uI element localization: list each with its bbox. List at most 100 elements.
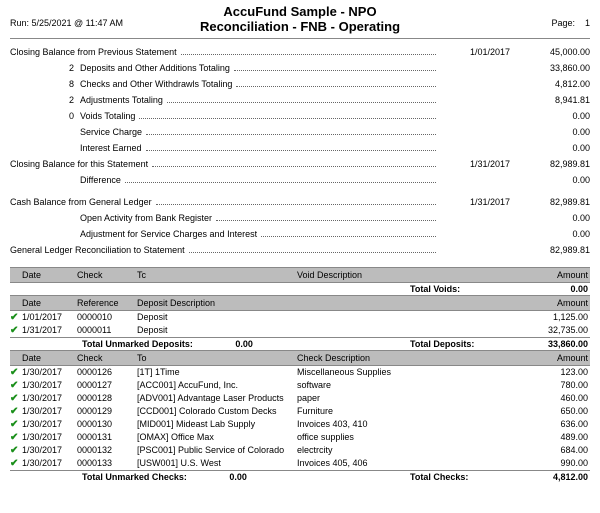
col-date: Date (22, 353, 77, 363)
summary-label: Cash Balance from General Ledger (10, 197, 152, 207)
deposit-row: ✔1/01/20170000010Deposit1,125.00 (10, 311, 590, 324)
cell-description: paper (297, 393, 520, 404)
cell-description: Deposit (137, 325, 520, 336)
cell-check: 0000131 (77, 432, 137, 443)
cell-amount: 990.00 (520, 458, 590, 469)
summary-label: Adjustment for Service Charges and Inter… (80, 229, 257, 239)
summary-amount: 0.00 (510, 127, 590, 137)
summary-date: 1/31/2017 (440, 159, 510, 169)
col-tc: Tc (137, 270, 297, 280)
voids-header: Date Check Tc Void Description Amount (10, 267, 590, 283)
page-number: 1 (585, 18, 590, 28)
leader-dots (146, 134, 436, 135)
cell-to: [ACC001] AccuFund, Inc. (137, 380, 297, 391)
deposits-unmarked-label: Total Unmarked Deposits: (82, 339, 193, 349)
col-check: Check (77, 353, 137, 363)
cell-check: 0000127 (77, 380, 137, 391)
summary-label: Closing Balance for this Statement (10, 159, 148, 169)
col-amount: Amount (520, 353, 590, 363)
cell-description: Deposit (137, 312, 520, 323)
col-deposit-desc: Deposit Description (137, 298, 520, 308)
summary-row: Adjustment for Service Charges and Inter… (10, 229, 590, 245)
summary-label: Adjustments Totaling (80, 95, 163, 105)
voids-total-value: 0.00 (520, 284, 590, 294)
cell-amount: 460.00 (520, 393, 590, 404)
leader-dots (236, 86, 436, 87)
cell-reference: 0000010 (77, 312, 137, 323)
summary-date: 1/31/2017 (440, 197, 510, 207)
cell-date: 1/31/2017 (22, 325, 77, 336)
deposits-total-value: 33,860.00 (520, 339, 590, 349)
cell-check: 0000126 (77, 367, 137, 378)
deposits-total-label: Total Deposits: (410, 339, 520, 349)
checks-total-value: 4,812.00 (520, 472, 590, 482)
summary-date: 1/01/2017 (440, 47, 510, 57)
leader-dots (216, 220, 436, 221)
leader-dots (234, 70, 436, 71)
cell-amount: 123.00 (520, 367, 590, 378)
deposits-total-row: Total Unmarked Deposits: 0.00 Total Depo… (10, 337, 590, 350)
summary-label: General Ledger Reconciliation to Stateme… (10, 245, 185, 255)
col-reference: Reference (77, 298, 137, 308)
summary-amount: 45,000.00 (510, 47, 590, 57)
summary-amount: 0.00 (510, 143, 590, 153)
summary-amount: 82,989.81 (510, 159, 590, 169)
cell-reference: 0000011 (77, 325, 137, 336)
summary-row: Service Charge0.00 (10, 127, 590, 143)
cell-to: [MID001] Mideast Lab Supply (137, 419, 297, 430)
summary-row: Closing Balance from Previous Statement1… (10, 47, 590, 63)
voids-total-label: Total Voids: (410, 284, 520, 294)
cell-check: 0000129 (77, 406, 137, 417)
deposits-header: Date Reference Deposit Description Amoun… (10, 295, 590, 311)
cell-to: [1T] 1Time (137, 367, 297, 378)
check-mark-icon: ✔ (10, 325, 22, 336)
leader-dots (156, 204, 436, 205)
cell-amount: 489.00 (520, 432, 590, 443)
summary-amount: 33,860.00 (510, 63, 590, 73)
check-mark-icon: ✔ (10, 432, 22, 443)
cell-description: Invoices 405, 406 (297, 458, 520, 469)
checks-total-label: Total Checks: (410, 472, 520, 482)
page-indicator: Page: 1 (551, 18, 590, 28)
col-date: Date (22, 298, 77, 308)
cell-date: 1/30/2017 (22, 458, 77, 469)
checks-total-row: Total Unmarked Checks: 0.00 Total Checks… (10, 470, 590, 483)
check-row: ✔1/30/20170000130[MID001] Mideast Lab Su… (10, 418, 590, 431)
checks-header: Date Check To Check Description Amount (10, 350, 590, 366)
cell-date: 1/01/2017 (22, 312, 77, 323)
summary-amount: 0.00 (510, 111, 590, 121)
summary-count: 0 (10, 111, 80, 121)
summary-count: 2 (10, 95, 80, 105)
deposits-unmarked-value: 0.00 (193, 339, 253, 349)
summary-row: Difference0.00 (10, 175, 590, 191)
cell-date: 1/30/2017 (22, 419, 77, 430)
leader-dots (152, 166, 436, 167)
cell-amount: 684.00 (520, 445, 590, 456)
leader-dots (181, 54, 436, 55)
cell-to: [PSC001] Public Service of Colorado (137, 445, 297, 456)
summary-amount: 8,941.81 (510, 95, 590, 105)
summary-row: 8Checks and Other Withdrawls Totaling4,8… (10, 79, 590, 95)
summary-row: 2Deposits and Other Additions Totaling33… (10, 63, 590, 79)
check-row: ✔1/30/20170000127[ACC001] AccuFund, Inc.… (10, 379, 590, 392)
summary-amount: 0.00 (510, 229, 590, 239)
cell-date: 1/30/2017 (22, 393, 77, 404)
summary-label: Voids Totaling (80, 111, 135, 121)
summary-amount: 4,812.00 (510, 79, 590, 89)
cell-date: 1/30/2017 (22, 432, 77, 443)
check-mark-icon: ✔ (10, 458, 22, 469)
cell-date: 1/30/2017 (22, 367, 77, 378)
leader-dots (189, 252, 436, 253)
cell-to: [ADV001] Advantage Laser Products (137, 393, 297, 404)
cell-date: 1/30/2017 (22, 406, 77, 417)
summary-row: Open Activity from Bank Register0.00 (10, 213, 590, 229)
check-mark-icon: ✔ (10, 380, 22, 391)
deposits-body: ✔1/01/20170000010Deposit1,125.00✔1/31/20… (10, 311, 590, 337)
cell-to: [USW001] U.S. West (137, 458, 297, 469)
leader-dots (125, 182, 436, 183)
summary-count: 8 (10, 79, 80, 89)
check-row: ✔1/30/20170000129[CCD001] Colorado Custo… (10, 405, 590, 418)
cell-description: Furniture (297, 406, 520, 417)
summary-row: General Ledger Reconciliation to Stateme… (10, 245, 590, 261)
page-label: Page: (551, 18, 575, 28)
